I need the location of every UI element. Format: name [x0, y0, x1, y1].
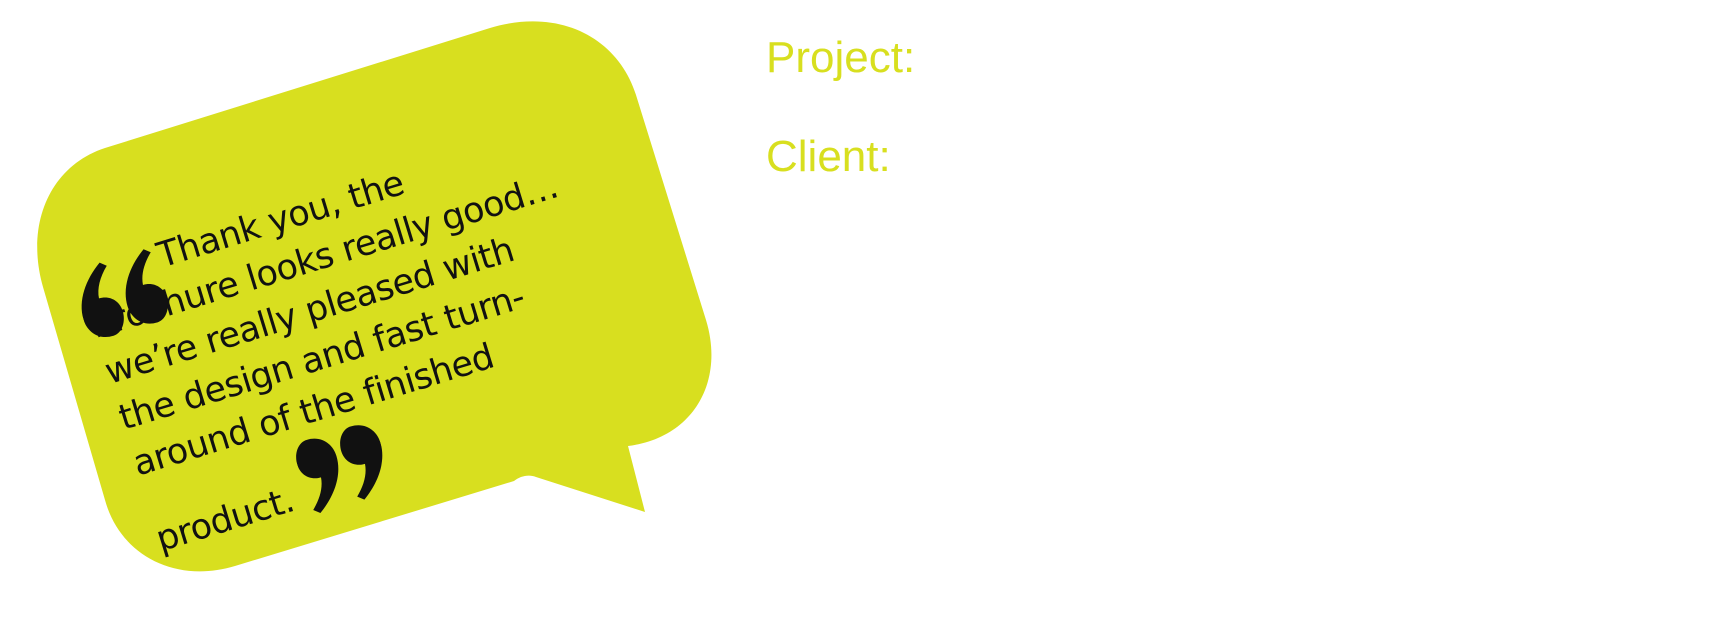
project-label: Project: — [766, 33, 916, 82]
client-label: Client: — [766, 132, 891, 181]
speech-bubble: Thank you, the brochure looks really goo… — [0, 0, 740, 639]
open-quote-icon — [81, 249, 168, 337]
close-quote-icon — [295, 425, 383, 514]
testimonial-body: Thank you, the brochure looks really goo… — [71, 121, 614, 564]
testimonial-last-line: product. — [141, 351, 614, 565]
testimonial-text: Thank you, the brochure looks really goo… — [71, 121, 614, 564]
bubble-fill — [37, 21, 712, 572]
speech-bubble-shape — [37, 21, 712, 572]
